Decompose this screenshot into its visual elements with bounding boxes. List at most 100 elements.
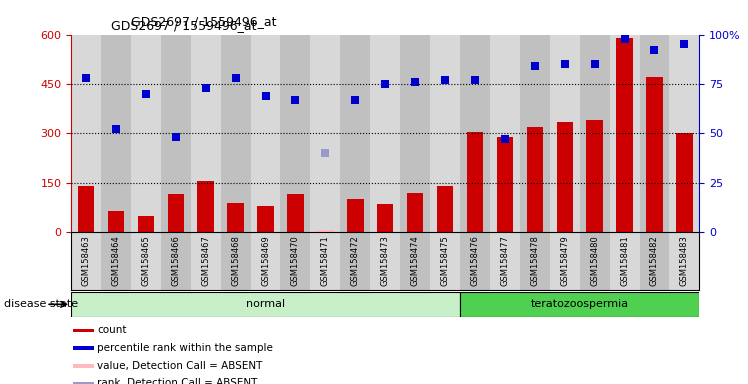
Text: value, Detection Call = ABSENT: value, Detection Call = ABSENT (97, 361, 263, 371)
Text: GSM158474: GSM158474 (411, 235, 420, 286)
Bar (616, 38, 633, 232)
Bar (490, 35, 520, 232)
Bar (527, 127, 543, 232)
Point (80, 75, 92, 81)
Bar (550, 232, 580, 290)
Text: GSM158463: GSM158463 (82, 235, 91, 286)
Text: GSM158482: GSM158482 (650, 235, 659, 286)
Bar (101, 232, 131, 290)
Bar (71, 232, 101, 290)
Bar (520, 35, 550, 232)
Text: GSM158471: GSM158471 (321, 235, 330, 286)
Point (230, 75, 242, 81)
Bar (191, 35, 221, 232)
Bar (73, 346, 94, 350)
Bar (460, 35, 490, 232)
Point (439, 77, 451, 83)
Bar (430, 35, 460, 232)
Bar (580, 232, 610, 290)
Text: GSM158478: GSM158478 (530, 235, 539, 286)
Bar (73, 382, 94, 384)
Point (260, 93, 272, 99)
Bar (520, 232, 550, 290)
Text: rank, Detection Call = ABSENT: rank, Detection Call = ABSENT (97, 378, 258, 384)
Point (678, 41, 690, 48)
Text: GSM158473: GSM158473 (381, 235, 390, 286)
Bar (370, 232, 400, 290)
Text: GSM158470: GSM158470 (291, 235, 300, 286)
Text: count: count (97, 326, 127, 336)
Text: GSM158467: GSM158467 (201, 235, 210, 286)
Bar (400, 35, 430, 232)
Bar (310, 232, 340, 290)
Bar (168, 194, 184, 232)
Point (319, 150, 331, 156)
Text: GSM158481: GSM158481 (620, 235, 629, 286)
Point (499, 136, 511, 142)
Text: normal: normal (246, 299, 285, 310)
Bar (317, 230, 334, 232)
Bar (610, 35, 640, 232)
Text: GSM158466: GSM158466 (171, 235, 180, 286)
Bar (191, 232, 221, 290)
Text: GSM158479: GSM158479 (560, 235, 569, 286)
Point (140, 91, 152, 97)
Bar (310, 35, 340, 232)
Bar (407, 193, 423, 232)
Bar (280, 35, 310, 232)
Bar (131, 35, 161, 232)
Bar (676, 134, 693, 232)
Bar (197, 181, 214, 232)
Text: GSM158472: GSM158472 (351, 235, 360, 286)
Text: GSM158480: GSM158480 (590, 235, 599, 286)
Bar (257, 206, 274, 232)
Bar (73, 329, 94, 332)
Text: GSM158476: GSM158476 (470, 235, 479, 286)
Point (349, 97, 361, 103)
Point (379, 81, 391, 87)
Bar (377, 204, 393, 232)
Bar (640, 232, 669, 290)
Bar (347, 199, 364, 232)
Bar (430, 232, 460, 290)
Text: GSM158469: GSM158469 (261, 235, 270, 286)
Point (529, 63, 541, 69)
Bar (586, 120, 603, 232)
Point (589, 61, 601, 67)
Point (469, 77, 481, 83)
Bar (460, 232, 490, 290)
Bar (71, 35, 101, 232)
Bar (400, 232, 430, 290)
Point (649, 47, 660, 53)
Text: GSM158465: GSM158465 (141, 235, 150, 286)
Bar (78, 186, 94, 232)
Bar (437, 186, 453, 232)
Text: GSM158464: GSM158464 (111, 235, 120, 286)
Point (559, 61, 571, 67)
Bar (550, 35, 580, 232)
Bar (640, 35, 669, 232)
Bar (101, 35, 131, 232)
Point (110, 126, 122, 132)
Bar (287, 194, 304, 232)
Text: disease state: disease state (4, 299, 78, 310)
Text: GSM158475: GSM158475 (441, 235, 450, 286)
Bar (138, 216, 154, 232)
Bar (610, 232, 640, 290)
Bar (251, 35, 280, 232)
Point (200, 85, 212, 91)
Point (170, 134, 182, 141)
Bar (73, 364, 94, 367)
Bar (131, 232, 161, 290)
Bar (497, 137, 513, 232)
Bar (490, 232, 520, 290)
Bar (340, 35, 370, 232)
Text: percentile rank within the sample: percentile rank within the sample (97, 343, 273, 353)
Bar (280, 232, 310, 290)
Bar (108, 211, 124, 232)
Text: GSM158477: GSM158477 (500, 235, 509, 286)
Bar (370, 35, 400, 232)
Bar (646, 78, 663, 232)
Point (409, 79, 421, 85)
Bar (669, 35, 699, 232)
